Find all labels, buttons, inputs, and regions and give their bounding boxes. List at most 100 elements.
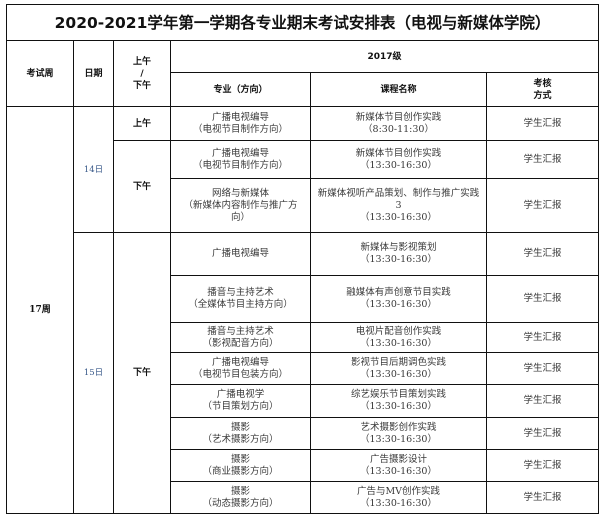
- course-line: 影视节目后期调色实践: [350, 356, 446, 368]
- course-line: （13:30-16:30）: [360, 401, 437, 412]
- course-line: （13:30-16:30）: [360, 337, 437, 349]
- header-method-line1: 考核: [533, 78, 552, 89]
- header-major: 专业（方向）: [170, 72, 311, 107]
- date-cell: 14日: [73, 106, 114, 233]
- page-title: 2020-2021学年第一学期各专业期末考试安排表（电视与新媒体学院）: [6, 4, 599, 41]
- method-cell: 学生汇报: [486, 384, 599, 418]
- major-cell: 摄影 （艺术摄影方向）: [170, 417, 311, 450]
- major-cell: 广播电视学 （节目策划方向）: [170, 384, 311, 418]
- course-line: 新媒体视听产品策划、制作与推广实践: [317, 187, 480, 199]
- major-cell: 摄影 （商业摄影方向）: [170, 449, 311, 482]
- major-line: （影视配音方向）: [202, 337, 279, 349]
- major-line: 广播电视编导: [211, 111, 269, 123]
- course-line: 广告与MV创作实践: [356, 485, 441, 497]
- exam-week: 17周: [6, 106, 74, 514]
- course-line: 新媒体节目创作实践: [355, 111, 442, 123]
- exam-schedule-table: 2020-2021学年第一学期各专业期末考试安排表（电视与新媒体学院） 考试周 …: [6, 4, 599, 514]
- table-row: 广播电视编导 （电视节目包装方向） 影视节目后期调色实践 （13:30-16:30）学…: [7, 352, 599, 385]
- major-line: （电视节目制作方向）: [192, 159, 288, 171]
- major-line: 播音与主持艺术: [207, 287, 274, 298]
- major-line: 广播电视编导: [211, 248, 269, 259]
- major-line: 向）: [230, 211, 250, 223]
- method-cell: 学生汇报: [486, 178, 599, 233]
- major-cell: 广播电视编导 （电视节目制作方向）: [170, 106, 311, 141]
- header-method: 考核 方式: [486, 72, 599, 107]
- table-row: 摄影 （艺术摄影方向） 艺术摄影创作实践 （13:30-16:30） 学生汇报: [7, 417, 599, 450]
- table-row: 15日 下午 广播电视编导 新媒体与影视策划 （13:30-16:30） 学生汇报: [7, 232, 599, 514]
- method-cell: 学生汇报: [486, 322, 599, 353]
- header-ampm-am: 上午: [132, 56, 151, 67]
- course-line: （13:30-16:30）: [360, 433, 437, 445]
- table-row: 播音与主持艺术 （全媒体节目主持方向） 融媒体有声创意节目实践 （13:30-16:3…: [7, 275, 599, 323]
- schedule-body: 17周 14日 上午 广播电视编导 （电视节目制作方向） 新媒体节目创作实践 （8:30-1…: [6, 106, 599, 514]
- course-cell: 新媒体节目创作实践 （8:30-11:30）: [310, 106, 487, 141]
- table-row: 17周 14日 上午 广播电视编导 （电视节目制作方向） 新媒体节目创作实践 （8:30-1…: [6, 106, 599, 514]
- major-line: 摄影: [230, 485, 250, 497]
- course-line: （13:30-16:30）: [360, 211, 437, 223]
- major-line: 摄影: [230, 421, 250, 433]
- course-cell: 新媒体视听产品策划、制作与推广实践 3 （13:30-16:30）: [310, 178, 487, 233]
- course-line: （13:30-16:30）: [360, 465, 437, 477]
- major-cell: 摄影 （动态摄影方向）: [170, 481, 311, 514]
- ampm-cell: 下午: [113, 232, 171, 514]
- course-line: （13:30-16:30）: [360, 159, 437, 171]
- major-cell: 广播电视编导 （电视节目包装方向）: [170, 352, 311, 385]
- course-line: 电视片配音创作实践: [355, 325, 442, 337]
- major-line: （全媒体节目主持方向）: [188, 299, 293, 310]
- major-cell: 播音与主持艺术 （全媒体节目主持方向）: [170, 275, 311, 323]
- major-line: （商业摄影方向）: [202, 465, 279, 477]
- header-week: 考试周: [6, 40, 74, 107]
- course-line: 3: [395, 199, 402, 211]
- course-line: （13:30-16:30）: [360, 299, 437, 310]
- ampm-cell: 上午: [113, 106, 171, 141]
- method-cell: 学生汇报: [486, 481, 599, 514]
- method-cell: 学生汇报: [486, 275, 599, 323]
- major-line: （新媒体内容制作与推广方: [183, 199, 298, 211]
- major-line: 广播电视编导: [211, 147, 269, 159]
- course-cell: 广告与MV创作实践 （13:30-16:30）: [310, 481, 487, 514]
- major-line: （动态摄影方向）: [202, 497, 279, 509]
- table-row: 下午 广播电视编导 （电视节目制作方向） 新媒体节目创作实践 （13:30-16:30）…: [7, 140, 599, 233]
- table-row: 摄影 （商业摄影方向） 广告摄影设计 （13:30-16:30） 学生汇报: [7, 449, 599, 482]
- course-cell: 电视片配音创作实践 （13:30-16:30）: [310, 322, 487, 353]
- course-line: 艺术摄影创作实践: [360, 421, 437, 433]
- table-row: 网络与新媒体 （新媒体内容制作与推广方 向） 新媒体视听产品策划、制作与推广实践 3 （1…: [7, 178, 599, 233]
- major-cell: 网络与新媒体 （新媒体内容制作与推广方 向）: [170, 178, 311, 233]
- course-cell: 广告摄影设计 （13:30-16:30）: [310, 449, 487, 482]
- major-line: （节目策划方向）: [202, 401, 279, 412]
- major-cell: 播音与主持艺术 （影视配音方向）: [170, 322, 311, 353]
- major-line: 广播电视学: [216, 389, 265, 400]
- course-line: 新媒体节目创作实践: [355, 147, 442, 159]
- method-cell: 学生汇报: [486, 232, 599, 276]
- header-course: 课程名称: [310, 72, 487, 107]
- header-ampm: 上午 / 下午: [113, 40, 171, 107]
- course-cell: 新媒体与影视策划 （13:30-16:30）: [310, 232, 487, 276]
- course-line: 广告摄影设计: [369, 453, 427, 465]
- course-line: 新媒体与影视策划: [360, 242, 437, 253]
- course-line: 综艺娱乐节目策划实践: [350, 389, 446, 400]
- course-cell: 新媒体节目创作实践 （13:30-16:30）: [310, 140, 487, 179]
- method-cell: 学生汇报: [486, 140, 599, 179]
- method-cell: 学生汇报: [486, 417, 599, 450]
- date-cell: 15日: [73, 232, 114, 514]
- major-cell: 广播电视编导: [170, 232, 311, 276]
- course-cell: 融媒体有声创意节目实践 （13:30-16:30）: [310, 275, 487, 323]
- header-ampm-pm: 下午: [132, 80, 151, 91]
- course-cell: 影视节目后期调色实践 （13:30-16:30）: [310, 352, 487, 385]
- major-cell: 广播电视编导 （电视节目制作方向）: [170, 140, 311, 179]
- method-cell: 学生汇报: [486, 352, 599, 385]
- table-row: 广播电视学 （节目策划方向） 综艺娱乐节目策划实践 （13:30-16:30） 学生汇报: [7, 384, 599, 418]
- course-line: （13:30-16:30）: [360, 254, 437, 265]
- major-line: 摄影: [230, 453, 250, 465]
- major-line: （艺术摄影方向）: [202, 433, 279, 445]
- header-date: 日期: [73, 40, 114, 107]
- table-row: 摄影 （动态摄影方向） 广告与MV创作实践 （13:30-16:30） 学生汇报: [7, 481, 599, 514]
- course-line: （8:30-11:30）: [363, 123, 434, 135]
- major-line: （电视节目包装方向）: [192, 368, 288, 380]
- major-line: （电视节目制作方向）: [192, 123, 288, 135]
- major-line: 播音与主持艺术: [207, 325, 274, 337]
- course-line: 融媒体有声创意节目实践: [346, 287, 451, 298]
- header-grade: 2017级: [170, 40, 599, 73]
- major-line: 网络与新媒体: [211, 187, 269, 199]
- ampm-cell: 下午: [113, 140, 171, 233]
